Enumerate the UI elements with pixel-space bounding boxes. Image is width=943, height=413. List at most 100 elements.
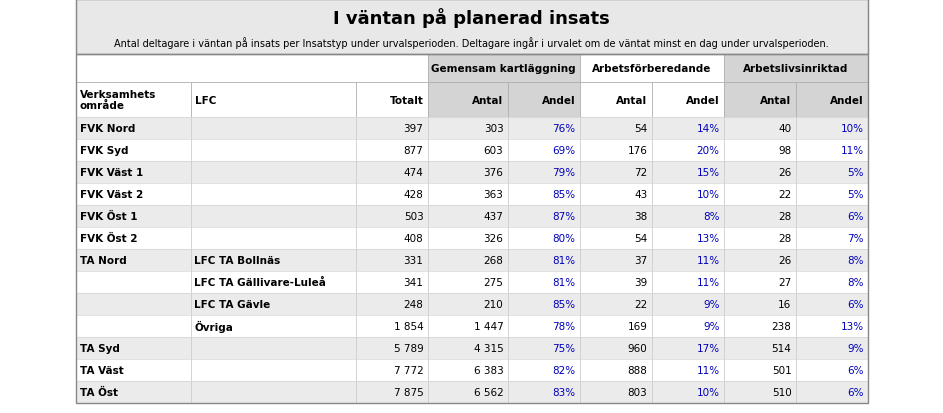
Text: 78%: 78% bbox=[553, 321, 575, 331]
Bar bbox=[427, 118, 507, 140]
Bar bbox=[356, 206, 427, 228]
Text: 888: 888 bbox=[628, 365, 648, 375]
Bar bbox=[507, 337, 580, 359]
Text: FVK Väst 1: FVK Väst 1 bbox=[79, 168, 142, 178]
Bar bbox=[507, 315, 580, 337]
Text: 10%: 10% bbox=[697, 387, 720, 397]
Text: 76%: 76% bbox=[553, 124, 575, 134]
Bar bbox=[796, 315, 868, 337]
Bar bbox=[75, 293, 190, 315]
Bar bbox=[427, 140, 507, 161]
Bar bbox=[356, 381, 427, 403]
Text: 26: 26 bbox=[778, 168, 791, 178]
Bar bbox=[723, 161, 796, 183]
Text: 17%: 17% bbox=[696, 343, 720, 353]
Bar bbox=[723, 118, 796, 140]
Text: 28: 28 bbox=[778, 233, 791, 243]
Text: 85%: 85% bbox=[553, 299, 575, 309]
Text: 514: 514 bbox=[771, 343, 791, 353]
Text: 877: 877 bbox=[404, 146, 423, 156]
Text: 14%: 14% bbox=[696, 124, 720, 134]
Bar bbox=[796, 271, 868, 293]
Text: 8%: 8% bbox=[847, 255, 864, 266]
Bar bbox=[723, 337, 796, 359]
Bar bbox=[75, 206, 190, 228]
Bar bbox=[652, 228, 723, 249]
Bar bbox=[507, 161, 580, 183]
Text: 5%: 5% bbox=[847, 168, 864, 178]
Text: 603: 603 bbox=[484, 146, 504, 156]
Text: 79%: 79% bbox=[553, 168, 575, 178]
Text: 16: 16 bbox=[778, 299, 791, 309]
Bar bbox=[356, 140, 427, 161]
Bar bbox=[580, 381, 652, 403]
Text: Antal: Antal bbox=[472, 95, 504, 105]
Bar bbox=[75, 118, 190, 140]
Text: 10%: 10% bbox=[840, 124, 864, 134]
Text: 6 562: 6 562 bbox=[473, 387, 504, 397]
Bar bbox=[75, 161, 190, 183]
Bar bbox=[75, 359, 868, 381]
Text: 87%: 87% bbox=[553, 211, 575, 221]
Bar bbox=[652, 271, 723, 293]
Text: 428: 428 bbox=[404, 190, 423, 199]
Text: 7 772: 7 772 bbox=[394, 365, 423, 375]
Bar bbox=[580, 140, 652, 161]
Text: FVK Syd: FVK Syd bbox=[79, 146, 128, 156]
Text: 248: 248 bbox=[404, 299, 423, 309]
Text: 54: 54 bbox=[635, 233, 648, 243]
Bar bbox=[580, 228, 652, 249]
Text: 81%: 81% bbox=[553, 255, 575, 266]
Bar bbox=[652, 359, 723, 381]
Bar bbox=[507, 293, 580, 315]
Text: 268: 268 bbox=[484, 255, 504, 266]
Bar bbox=[190, 359, 356, 381]
Text: Andel: Andel bbox=[830, 95, 864, 105]
Text: 331: 331 bbox=[404, 255, 423, 266]
Text: 15%: 15% bbox=[696, 168, 720, 178]
Bar bbox=[796, 118, 868, 140]
Text: 376: 376 bbox=[484, 168, 504, 178]
Bar bbox=[723, 381, 796, 403]
Bar bbox=[580, 83, 652, 118]
Bar bbox=[356, 228, 427, 249]
Bar bbox=[723, 83, 796, 118]
Bar bbox=[75, 381, 868, 403]
Bar bbox=[652, 381, 723, 403]
Bar bbox=[75, 315, 868, 337]
Text: 75%: 75% bbox=[553, 343, 575, 353]
Bar bbox=[796, 140, 868, 161]
Text: 275: 275 bbox=[484, 277, 504, 287]
Text: 238: 238 bbox=[771, 321, 791, 331]
Text: 43: 43 bbox=[635, 190, 648, 199]
Bar bbox=[190, 228, 356, 249]
Bar bbox=[507, 381, 580, 403]
Bar bbox=[75, 293, 868, 315]
Bar bbox=[190, 381, 356, 403]
Bar bbox=[75, 183, 190, 206]
Text: Övriga: Övriga bbox=[194, 320, 233, 332]
Bar bbox=[796, 293, 868, 315]
Bar bbox=[652, 293, 723, 315]
Text: Totalt: Totalt bbox=[389, 95, 423, 105]
Text: 54: 54 bbox=[635, 124, 648, 134]
Bar bbox=[796, 359, 868, 381]
Bar bbox=[723, 359, 796, 381]
Bar bbox=[796, 228, 868, 249]
Text: 11%: 11% bbox=[696, 277, 720, 287]
Bar bbox=[75, 0, 868, 55]
Text: Arbetslivsinriktad: Arbetslivsinriktad bbox=[743, 64, 848, 74]
Text: FVK Öst 1: FVK Öst 1 bbox=[79, 211, 137, 221]
Bar bbox=[652, 337, 723, 359]
Bar bbox=[427, 249, 507, 271]
Bar bbox=[652, 118, 723, 140]
Text: 176: 176 bbox=[628, 146, 648, 156]
Bar bbox=[356, 118, 427, 140]
Text: 72: 72 bbox=[635, 168, 648, 178]
Text: Antal: Antal bbox=[617, 95, 648, 105]
Bar bbox=[723, 206, 796, 228]
Bar bbox=[723, 228, 796, 249]
Bar bbox=[507, 83, 580, 118]
Bar bbox=[75, 228, 868, 249]
Text: 1 447: 1 447 bbox=[473, 321, 504, 331]
